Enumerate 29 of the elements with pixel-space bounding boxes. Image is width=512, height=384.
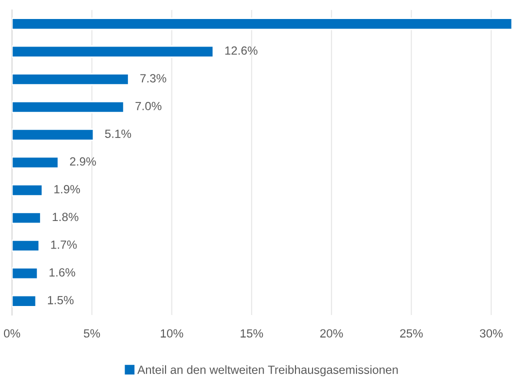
bar [12, 267, 38, 280]
data-label: 1.7% [51, 240, 77, 249]
bar [12, 45, 214, 58]
x-tick-label: 30% [480, 329, 503, 338]
data-label: 2.9% [70, 157, 96, 166]
bar [12, 156, 60, 169]
bar [12, 239, 40, 252]
bar [12, 184, 44, 196]
bar [12, 18, 512, 30]
x-tick-label: 25% [400, 329, 423, 338]
bar [12, 294, 37, 308]
x-tick-label: 5% [84, 329, 100, 338]
data-label: 1.5% [48, 296, 74, 304]
bar [12, 100, 125, 114]
data-label: 1.6% [50, 268, 76, 277]
x-tick-label: 10% [160, 329, 184, 338]
x-tick-label: 0% [4, 329, 20, 338]
data-label: 12.6% [225, 46, 258, 55]
bar [12, 73, 130, 86]
bar [12, 128, 94, 142]
x-tick-label: 20% [320, 329, 343, 338]
data-label: 1.9% [54, 185, 80, 194]
data-label: 5.1% [105, 130, 132, 138]
data-label: 7.0% [136, 102, 162, 110]
legend-label: Anteil an den weltweiten Treibhausgasemissionen [137, 365, 398, 376]
data-label: 1.8% [52, 212, 78, 222]
bar [12, 212, 42, 224]
data-label: 7.3% [140, 74, 166, 82]
x-tick-label: 15% [240, 329, 264, 338]
